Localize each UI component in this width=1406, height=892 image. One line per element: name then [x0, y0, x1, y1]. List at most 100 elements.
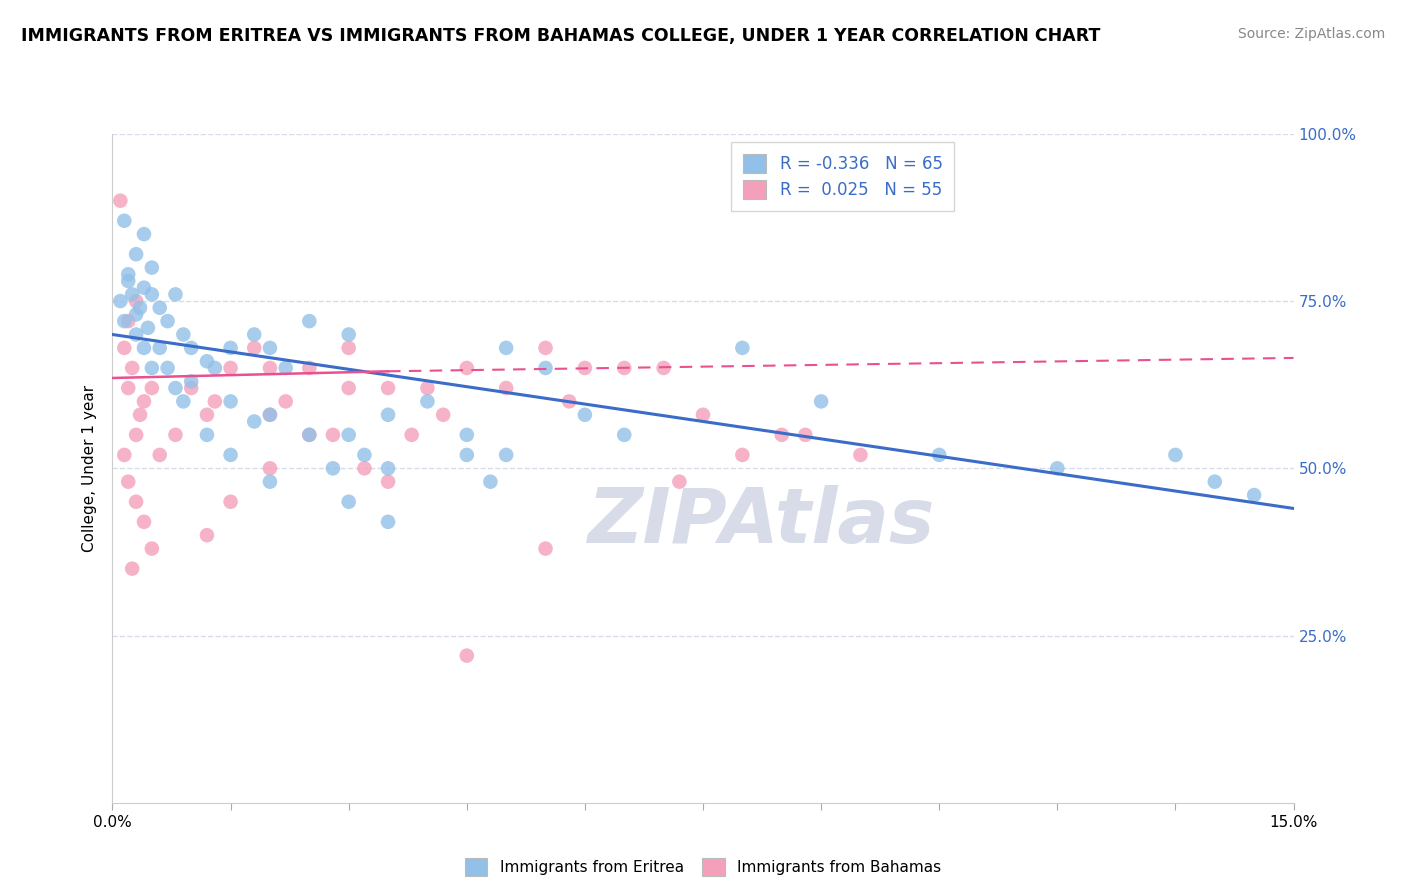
Point — [401, 428, 423, 442]
Legend: Immigrants from Eritrea, Immigrants from Bahamas: Immigrants from Eritrea, Immigrants from… — [458, 852, 948, 882]
Point — [534, 341, 557, 355]
Point — [613, 428, 636, 442]
Point — [495, 448, 517, 462]
Point — [141, 361, 163, 376]
Point — [432, 408, 454, 422]
Point — [117, 475, 139, 489]
Point — [112, 214, 135, 228]
Point — [534, 541, 557, 556]
Point — [731, 341, 754, 355]
Point — [495, 341, 517, 355]
Point — [243, 341, 266, 355]
Point — [110, 294, 132, 309]
Point — [574, 408, 596, 422]
Point — [121, 562, 143, 576]
Point — [298, 428, 321, 442]
Point — [125, 294, 148, 309]
Point — [495, 381, 517, 395]
Point — [1046, 461, 1069, 475]
Point — [337, 494, 360, 508]
Point — [337, 381, 360, 395]
Point — [731, 448, 754, 462]
Point — [149, 341, 172, 355]
Point — [668, 475, 690, 489]
Point — [259, 408, 281, 422]
Point — [112, 314, 135, 328]
Point — [416, 381, 439, 395]
Point — [219, 448, 242, 462]
Point — [180, 341, 202, 355]
Y-axis label: College, Under 1 year: College, Under 1 year — [82, 384, 97, 552]
Point — [195, 408, 218, 422]
Point — [219, 361, 242, 376]
Text: ZIPAtlas: ZIPAtlas — [588, 485, 936, 558]
Point — [172, 394, 194, 409]
Point — [928, 448, 950, 462]
Point — [770, 428, 793, 442]
Point — [243, 327, 266, 342]
Point — [849, 448, 872, 462]
Point — [132, 227, 155, 242]
Point — [353, 461, 375, 475]
Point — [1243, 488, 1265, 502]
Point — [141, 541, 163, 556]
Point — [353, 448, 375, 462]
Point — [132, 394, 155, 409]
Point — [259, 461, 281, 475]
Point — [377, 515, 399, 529]
Point — [558, 394, 581, 409]
Point — [180, 375, 202, 389]
Point — [298, 428, 321, 442]
Point — [652, 361, 675, 376]
Point — [132, 515, 155, 529]
Point — [129, 301, 152, 315]
Point — [456, 648, 478, 663]
Point — [377, 381, 399, 395]
Point — [112, 448, 135, 462]
Point — [322, 428, 344, 442]
Point — [156, 361, 179, 376]
Point — [322, 461, 344, 475]
Point — [125, 307, 148, 322]
Point — [121, 361, 143, 376]
Point — [479, 475, 502, 489]
Point — [613, 361, 636, 376]
Point — [692, 408, 714, 422]
Point — [141, 287, 163, 301]
Point — [1164, 448, 1187, 462]
Point — [110, 194, 132, 208]
Point — [165, 428, 187, 442]
Point — [534, 361, 557, 376]
Point — [149, 448, 172, 462]
Point — [141, 381, 163, 395]
Text: IMMIGRANTS FROM ERITREA VS IMMIGRANTS FROM BAHAMAS COLLEGE, UNDER 1 YEAR CORRELA: IMMIGRANTS FROM ERITREA VS IMMIGRANTS FR… — [21, 27, 1101, 45]
Point — [219, 394, 242, 409]
Point — [117, 268, 139, 282]
Point — [172, 327, 194, 342]
Point — [259, 475, 281, 489]
Point — [274, 394, 297, 409]
Point — [125, 428, 148, 442]
Point — [156, 314, 179, 328]
Point — [416, 394, 439, 409]
Point — [259, 361, 281, 376]
Point — [136, 321, 159, 335]
Point — [337, 327, 360, 342]
Point — [219, 341, 242, 355]
Point — [195, 428, 218, 442]
Point — [377, 408, 399, 422]
Point — [125, 327, 148, 342]
Point — [117, 381, 139, 395]
Point — [132, 281, 155, 295]
Point — [337, 428, 360, 442]
Point — [337, 341, 360, 355]
Point — [377, 461, 399, 475]
Point — [180, 381, 202, 395]
Point — [149, 301, 172, 315]
Point — [165, 381, 187, 395]
Point — [112, 341, 135, 355]
Point — [129, 408, 152, 422]
Point — [1204, 475, 1226, 489]
Point — [132, 341, 155, 355]
Point — [456, 428, 478, 442]
